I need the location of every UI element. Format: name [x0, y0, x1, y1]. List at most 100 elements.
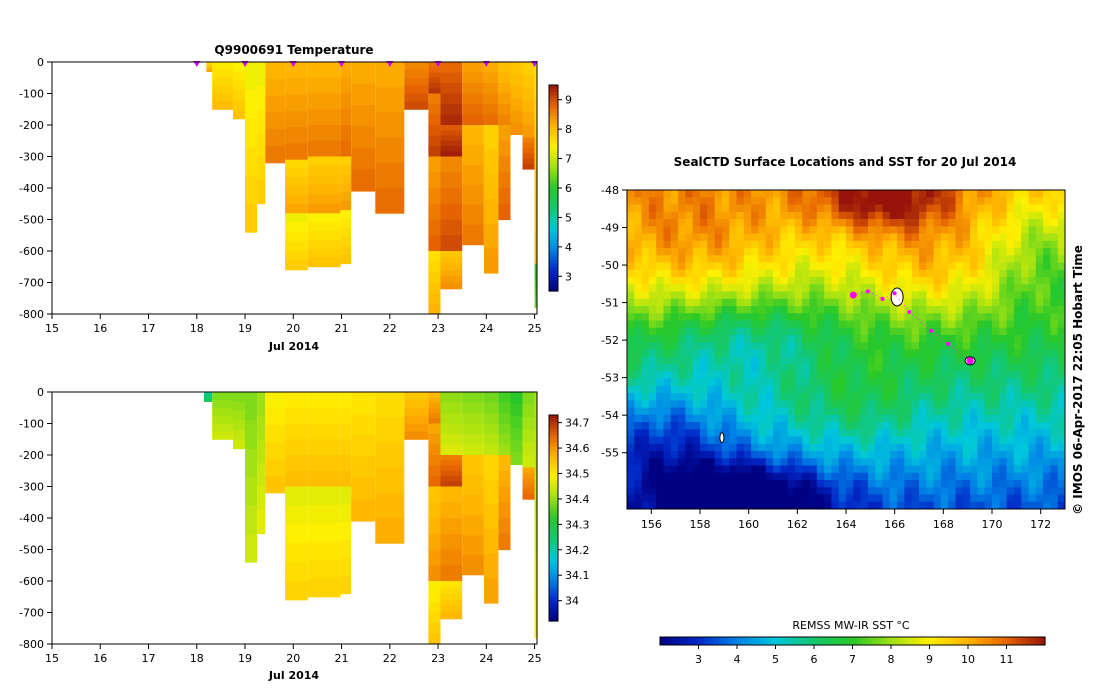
y-tick-label: -200	[19, 449, 44, 462]
sst-cell	[977, 414, 986, 423]
sst-cell	[765, 458, 774, 466]
sst-cell	[977, 422, 986, 430]
sst-cell	[816, 262, 825, 271]
sst-cell	[641, 378, 650, 387]
colorbar-swatch	[549, 267, 558, 271]
sst-cell	[882, 255, 891, 263]
sst-cell	[1057, 313, 1065, 321]
sst-cell	[926, 269, 934, 278]
profile-cell	[340, 245, 352, 256]
sst-cell	[919, 436, 927, 445]
sst-cell	[933, 306, 942, 314]
sst-cell	[984, 255, 993, 263]
sst-cell	[692, 364, 701, 372]
sst-cell	[1050, 284, 1059, 292]
profile-cell	[206, 63, 213, 66]
sst-cell	[707, 414, 715, 423]
profile-cell	[340, 439, 352, 456]
sst-cell	[933, 204, 942, 213]
colorbar-swatch	[549, 256, 558, 261]
sst-cell	[984, 204, 993, 213]
sst-cell	[1021, 204, 1029, 213]
sst-cell	[700, 335, 708, 343]
sst-cell	[882, 422, 891, 430]
sst-cell	[897, 320, 905, 329]
sst-cell	[773, 291, 781, 300]
salinity-panel: 15 16 17 18 19 20 21 22 23 24 25 0-100-200-300-400…	[19, 386, 589, 682]
sst-cell	[977, 400, 986, 408]
sst-cell	[970, 320, 978, 329]
sst-cell	[1013, 364, 1022, 372]
sst-cell	[926, 262, 934, 271]
sst-cell	[1021, 306, 1029, 314]
sst-cell	[1050, 414, 1059, 423]
profile-cell	[351, 478, 376, 501]
sst-cell	[889, 306, 898, 314]
sst-cell	[1043, 371, 1051, 379]
sst-cell	[824, 211, 832, 220]
sst-cell	[846, 204, 854, 213]
sst-map-title: SealCTD Surface Locations and SST for 20…	[674, 155, 1017, 169]
sst-cell	[656, 284, 664, 292]
sst-cell	[802, 248, 810, 256]
colorbar-swatch	[549, 545, 558, 550]
sst-cell	[627, 465, 635, 474]
sst-cell	[919, 342, 927, 350]
sst-cell	[816, 378, 825, 387]
profile-cell	[462, 62, 484, 73]
sst-cell	[904, 407, 913, 416]
sst-cell	[809, 443, 818, 452]
sst-cell	[882, 465, 891, 474]
sst-cell	[1035, 327, 1044, 336]
sst-cell	[875, 298, 883, 307]
sst-cell	[867, 298, 876, 307]
sst-cell	[751, 190, 759, 198]
sst-cell	[773, 393, 781, 401]
y-tick-label: -500	[19, 214, 44, 227]
sst-cell	[955, 429, 964, 437]
sst-cell	[1006, 327, 1015, 336]
sst-cell	[897, 211, 905, 220]
sst-cell	[787, 472, 796, 481]
sst-cell	[641, 255, 650, 263]
sst-cell	[714, 342, 723, 350]
sst-cell	[1043, 480, 1051, 488]
profile-cell	[285, 143, 308, 161]
sst-cell	[685, 197, 694, 205]
sst-cell	[656, 291, 664, 300]
sst-cell	[838, 204, 847, 213]
sst-cell	[641, 451, 650, 459]
sst-cell	[641, 298, 650, 307]
sst-cell	[765, 342, 774, 350]
y-tick-label: -53	[601, 372, 619, 385]
profile-cell	[257, 510, 266, 535]
profile-cell	[351, 148, 376, 171]
sst-cell	[824, 378, 832, 387]
sst-cell	[816, 342, 825, 350]
profile-cell	[340, 392, 352, 409]
sst-cell	[634, 371, 642, 379]
sst-cell	[656, 298, 664, 307]
sst-cell	[634, 364, 642, 372]
profile-cell	[307, 407, 341, 425]
sst-cell	[889, 407, 898, 416]
sst-cell	[940, 429, 949, 437]
sst-cell	[816, 480, 825, 488]
sst-cell	[1028, 219, 1037, 227]
sst-cell	[648, 190, 657, 198]
sst-cell	[743, 472, 752, 481]
y-tick-label: 0	[37, 56, 44, 69]
y-tick-label: -49	[601, 222, 619, 235]
colorbar-swatch	[549, 164, 558, 168]
x-tick-label: 18	[190, 322, 204, 335]
sst-cell	[992, 298, 1000, 307]
sst-cell	[867, 429, 876, 437]
sst-cell	[904, 284, 913, 292]
sst-cell	[802, 451, 810, 459]
sst-cell	[1035, 487, 1044, 495]
sst-cell	[685, 480, 694, 488]
sst-cell	[743, 501, 752, 510]
sst-cell	[641, 472, 650, 481]
sst-cell	[765, 298, 774, 307]
sst-cell	[787, 255, 796, 263]
